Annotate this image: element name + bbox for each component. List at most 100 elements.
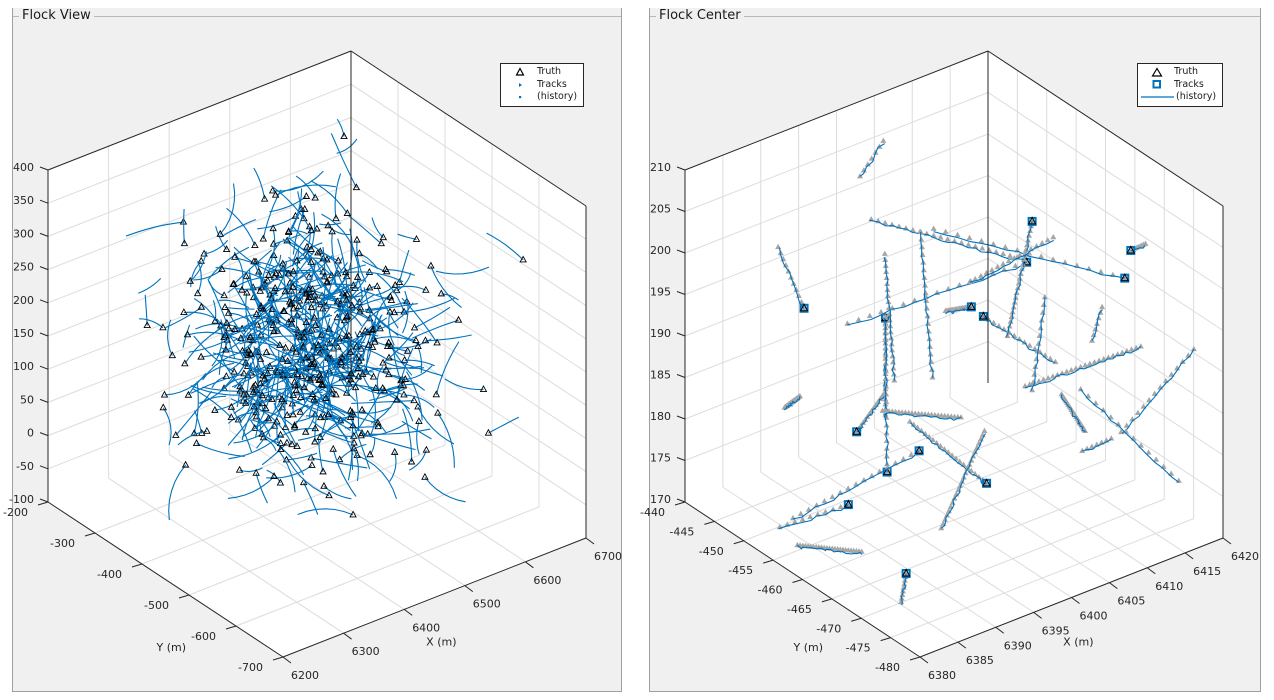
truth-marker [259, 304, 268, 312]
truth-history-marker [791, 518, 798, 525]
truth-history-marker [909, 227, 916, 233]
history-trail [236, 386, 241, 408]
grid-line [350, 83, 587, 240]
history-trail [322, 361, 333, 391]
tick-mark [39, 232, 49, 237]
truth-history-marker [1038, 253, 1045, 259]
z-tick-label: 210 [650, 161, 671, 174]
history-trail [241, 418, 269, 438]
history-trail [286, 452, 318, 461]
truth-marker [356, 303, 365, 311]
tick-mark [39, 332, 49, 337]
history-trail [335, 299, 347, 360]
z-tick-label: 50 [20, 393, 34, 406]
grid-line [684, 216, 989, 337]
truth-history-marker [1090, 331, 1097, 338]
history-trail [253, 167, 266, 200]
history-trail [323, 485, 352, 500]
history-trail [273, 255, 311, 293]
history-trail [305, 258, 338, 303]
tick-mark [39, 498, 49, 503]
truth-marker [365, 340, 373, 348]
truth-marker [264, 414, 273, 422]
y-tick-label: -500 [144, 599, 169, 612]
history-trail [279, 451, 296, 493]
truth-marker [334, 256, 343, 264]
legend-item-truth: Truth [503, 66, 579, 79]
truth-marker [224, 324, 233, 332]
truth-marker [346, 347, 355, 355]
z-tick-label: 0 [27, 427, 34, 440]
flock-center-axes[interactable]: 6380 6385 6390 6395 6400 6405 6410 6415 6420 -440… [637, 0, 1274, 700]
tick-mark [282, 656, 292, 664]
truth-marker [220, 291, 228, 299]
history-trail [274, 350, 280, 409]
truth-history-marker [1007, 318, 1014, 324]
truth-history-marker [927, 351, 934, 357]
truth-marker [308, 460, 316, 468]
z-tick-label: 200 [650, 244, 671, 257]
history-trail [289, 461, 330, 497]
truth-history-marker [1014, 285, 1021, 291]
truth-marker [348, 301, 356, 309]
history-trail [220, 347, 251, 355]
legend[interactable]: Truth Tracks (history) [1137, 63, 1223, 107]
truth-marker [246, 332, 255, 340]
history-trail [282, 263, 290, 302]
truth-history-marker [901, 577, 908, 583]
history-trail [372, 285, 401, 330]
truth-history-marker [1100, 407, 1107, 413]
track-history-line [1091, 309, 1103, 341]
truth-marker [410, 323, 419, 331]
tick-mark [39, 465, 49, 470]
history-trail [196, 442, 245, 457]
history-trail [254, 385, 260, 438]
history-trail [313, 362, 332, 407]
tick-mark [704, 520, 715, 525]
history-trail [274, 320, 305, 339]
history-trail [202, 386, 257, 392]
dot-marker-icon [503, 91, 537, 103]
history-trail [193, 268, 223, 281]
history-trail [327, 357, 349, 387]
axis-box-edge [47, 50, 352, 171]
history-trail [250, 336, 278, 346]
history-trail [182, 324, 191, 348]
tick-mark [821, 598, 833, 603]
truth-history-marker [1142, 240, 1149, 246]
truth-marker [259, 234, 268, 242]
tick-mark [39, 166, 49, 171]
history-trail [385, 365, 422, 369]
truth-marker [184, 390, 193, 398]
history-trail [382, 332, 414, 364]
history-trail [303, 366, 359, 378]
truth-history-marker [988, 266, 995, 273]
grid-line [94, 413, 399, 534]
legend[interactable]: Truth Tracks (history) [500, 63, 584, 107]
truth-marker [308, 390, 317, 397]
history-trail [396, 285, 427, 291]
truth-marker [276, 478, 285, 486]
history-trail [388, 342, 405, 357]
tick-mark [39, 299, 49, 304]
history-trail [125, 221, 184, 237]
y-axis-label: Y (m) [793, 641, 824, 654]
truth-marker [305, 293, 313, 301]
truth-marker [384, 338, 393, 346]
track-history-line [778, 504, 849, 530]
truth-history-marker [942, 516, 949, 522]
history-trail [270, 185, 312, 231]
history-trail [287, 209, 302, 241]
truth-marker [333, 297, 342, 305]
truth-marker [292, 386, 301, 394]
history-trail [258, 327, 278, 332]
tick-mark [39, 199, 49, 204]
flock-view-axes[interactable]: 620063006400650066006700-200-300-400-500… [0, 0, 637, 700]
tick-mark [131, 563, 143, 568]
truth-history-marker [908, 451, 915, 458]
truth-marker [332, 390, 340, 398]
truth-marker [843, 499, 853, 508]
truth-history-marker [918, 236, 925, 242]
truth-marker [390, 308, 399, 316]
truth-history-marker [1039, 239, 1046, 246]
